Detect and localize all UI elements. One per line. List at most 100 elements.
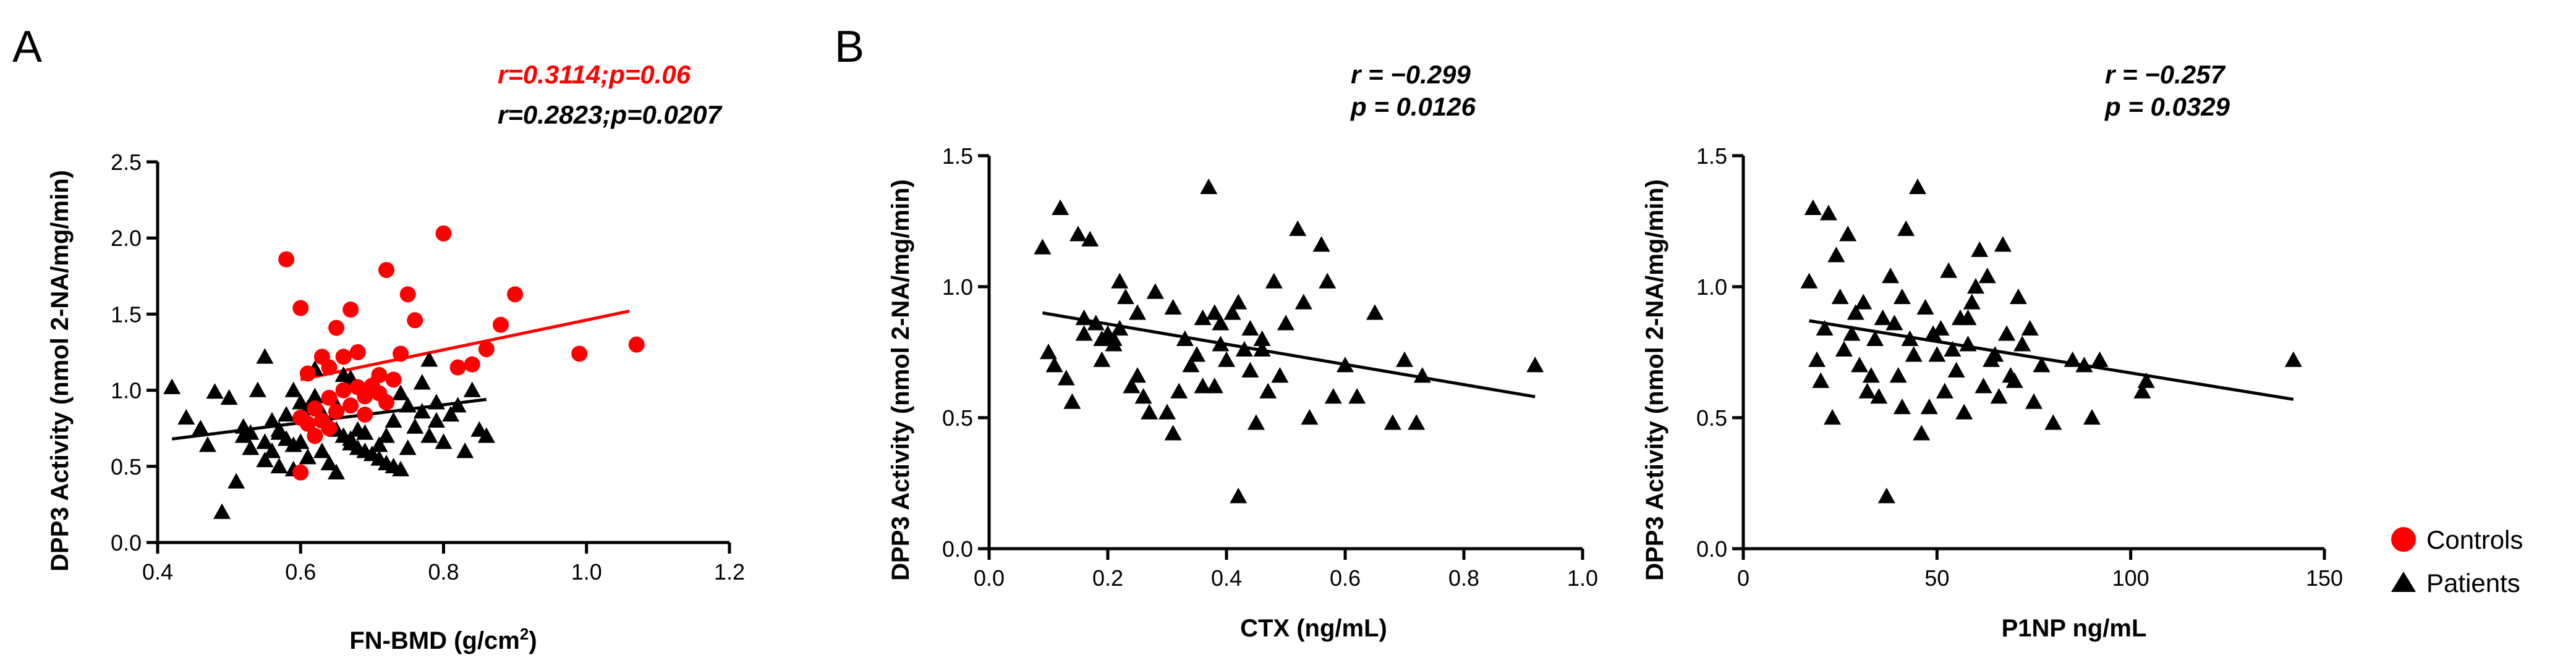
panel-a-controls-point (478, 341, 495, 358)
panel-b2-patients-point (1855, 293, 1872, 310)
panel-b1-patients-point (1301, 409, 1319, 425)
legend-patients-label: Patients (2426, 568, 2520, 598)
panel-a-patients-point (206, 383, 224, 399)
panel-b1-plot: 0.0 0.5 1.0 1.5 0.0 0.2 0.4 0.6 0.8 1.0 (942, 143, 1598, 591)
panel-a-controls-point (292, 464, 309, 481)
panel-b2-patients-point (1812, 372, 1830, 388)
panel-a-patients-point (263, 412, 281, 428)
panel-b2-y-tick-label: 0.0 (1696, 536, 1727, 562)
panel-a-patients-point (399, 439, 417, 455)
panel-b2-patients-point (1955, 403, 1973, 420)
panel-a-controls-point (321, 420, 338, 437)
panel-b2-patients-point (1824, 409, 1842, 425)
panel-b2-patients-point (1994, 236, 2012, 252)
panel-a-controls-point (299, 365, 316, 382)
panel-b1-patients-point (1205, 378, 1223, 394)
panel-b2-patients-point (1804, 199, 1822, 215)
panel-b1-patients-point (1259, 382, 1277, 399)
panel-a-patients-point (256, 433, 274, 449)
panel-a-controls-point (357, 407, 373, 423)
panel-b1-patients-point (1111, 272, 1129, 289)
panel-a-controls-point (292, 300, 309, 316)
panel-b1-patients-point (1366, 304, 1384, 320)
panel-b1-patients-point (1324, 388, 1342, 404)
panel-b1-patients-point (1129, 367, 1146, 383)
panel-b2-patients-point (2013, 336, 2031, 352)
panel-a-patients-point (456, 442, 474, 458)
panel-b2-patients-point (1959, 309, 1977, 326)
panel-b2-patients-regression-line (1809, 319, 2294, 401)
panel-b1-patients-point (1348, 388, 1366, 404)
panel-a-y-axis-label: DPP3 Activity (nmol 2-NA/mg/min) (46, 170, 74, 572)
panel-a-patients-point (263, 442, 281, 458)
panel-a-controls-point (342, 302, 359, 318)
panel-b1-patients-point (1212, 315, 1230, 331)
panel-b2-patients-point (1843, 325, 1861, 341)
panel-a-x-tick-label: 1.0 (571, 559, 602, 585)
panel-a-controls-point (435, 225, 452, 242)
panel-b1-patients-point (1170, 382, 1188, 399)
panel-b1-p-stat: p = 0.0126 (1350, 92, 1476, 121)
panel-b2-x-tick-label: 150 (2306, 565, 2343, 591)
panel-a-patients-point (256, 451, 274, 468)
panel-a-y-tick-label: 2.5 (111, 150, 142, 175)
panel-b2-patients-point (1978, 268, 1996, 284)
panel-a-patients-point (270, 424, 288, 440)
panel-a-controls-point (507, 286, 524, 303)
panel-a-patients-point (349, 421, 367, 437)
panel-b1-patients-point (1134, 388, 1152, 404)
panel-a-patients-point (427, 412, 445, 428)
panel-b1-patients-point (1312, 236, 1330, 252)
panel-b2-patients-point (1916, 298, 1934, 315)
panel-b2-patients-point (2083, 409, 2101, 425)
panel-a-controls-point (321, 359, 338, 376)
panel-a-patients-point (270, 457, 288, 473)
panel-a-controls-regression-line (300, 310, 630, 381)
panel-a-patients-point (320, 454, 338, 471)
panel-b1-patients-point (1235, 340, 1253, 357)
legend-controls-marker (2391, 527, 2416, 552)
panel-b1-r-stat: r = −0.299 (1351, 60, 1471, 89)
panel-b2-patients-point (1808, 351, 1826, 367)
panel-a-patients-point (470, 421, 488, 437)
panel-a-patients-point (242, 439, 260, 455)
panel-a-controls-point (342, 397, 359, 414)
panel-a-controls-point (307, 400, 323, 417)
panel-a-patients-point (463, 381, 481, 397)
panel-a-x-tick-label: 0.8 (428, 559, 459, 585)
panel-a-controls-point (321, 389, 338, 406)
panel-b2-patients-point (1831, 288, 1849, 305)
panel-a-patients-point (313, 442, 331, 458)
panel-b2-patients-point (2137, 372, 2155, 388)
panel-a-controls-point (493, 316, 509, 333)
panel-b1-patients-point (1045, 357, 1063, 373)
panel-a-patients-stat: r=0.2823;p=0.0207 (498, 100, 723, 129)
panel-b1-patients-point (1212, 336, 1230, 352)
panel-b1-y-tick-label: 1.5 (942, 143, 973, 169)
panel-b2-patients-point (1819, 205, 1837, 221)
panel-b2-patients-point (1885, 315, 1903, 331)
panel-b1-patients-point (1289, 220, 1307, 236)
panel-b2-x-tick-label: 0 (1737, 565, 1749, 591)
panel-b1-patients-point (1223, 304, 1241, 320)
panel-b2-patients-point (1944, 340, 1962, 357)
panel-b2-patients-point (2021, 319, 2039, 336)
panel-a-controls-point (328, 403, 345, 420)
panel-b1-patients-point (1408, 414, 1426, 430)
panel-b1-patients-point (1396, 351, 1413, 367)
panel-b1-patients-point (1075, 309, 1093, 326)
panel-b1-x-axis-label: CTX (ng/mL) (1240, 615, 1387, 642)
panel-b1-patients-point (1230, 488, 1248, 504)
panel-b1-patients-point (1057, 370, 1075, 386)
panel-b2-patients-point (1893, 288, 1911, 305)
panel-b2-patients-point (1800, 272, 1818, 289)
panel-a-patients-point (234, 418, 252, 434)
panel-b2-patients-point (1959, 336, 1977, 352)
panel-b1-patients-point (1200, 178, 1218, 195)
panel-a-patients-point (284, 381, 302, 397)
panel-b2-patients-point (1967, 278, 1984, 294)
panel-b1-patients-point (1141, 403, 1158, 420)
panel-a-patients-point (249, 381, 266, 397)
panel-b1-patients-point (1111, 319, 1129, 336)
